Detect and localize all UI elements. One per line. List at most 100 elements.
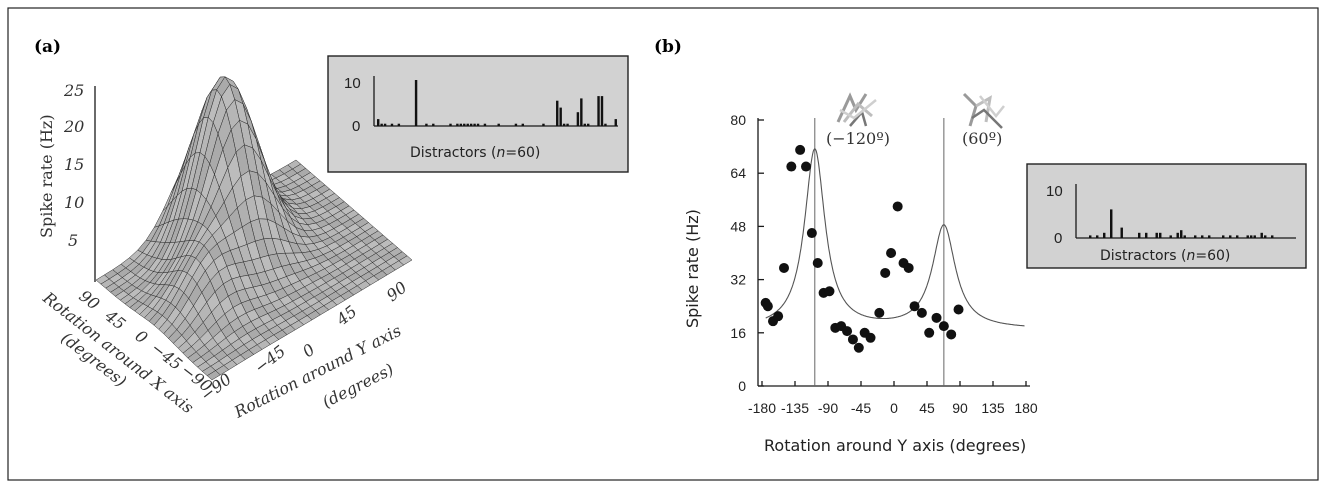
- panel-a-label: (a): [34, 37, 61, 57]
- b-y-tick-label: 64: [730, 165, 746, 181]
- inset-b-tick-label: 10: [1046, 183, 1063, 200]
- inset-a-label-prefix: Distractors (: [410, 145, 497, 161]
- inset-b-bar: [1103, 232, 1106, 238]
- inset-b-bar: [1138, 232, 1141, 238]
- b-data-point: [795, 144, 806, 155]
- inset-distractors-a: 10 0 Distractors (n=60): [327, 55, 629, 173]
- inset-a-label-suffix: =60): [505, 145, 540, 161]
- inset-a-bar: [476, 123, 480, 126]
- b-y-tick-label: 80: [730, 112, 746, 128]
- b-x-tick-label: -90: [818, 400, 838, 416]
- b-data-point: [938, 321, 949, 332]
- inset-b-bar: [1271, 235, 1274, 238]
- inset-a-bar: [600, 96, 604, 126]
- inset-a-bar: [383, 123, 387, 126]
- inset-a-bar: [576, 112, 580, 126]
- b-data-point: [847, 334, 858, 345]
- inset-a-bar: [377, 119, 380, 126]
- inset-a-tick-label: 0: [352, 118, 360, 135]
- b-x-ticks: -180 -135 -90 -45 0 45 90 135 180: [748, 381, 1038, 416]
- z-tick-label: 25: [63, 81, 84, 100]
- inset-b-bar: [1180, 230, 1183, 238]
- inset-a-bar: [587, 123, 590, 126]
- inset-b-bar: [1264, 235, 1267, 238]
- b-y-tick-label: 16: [730, 325, 746, 341]
- inset-a-bar: [583, 123, 586, 126]
- inset-b-bar: [1183, 235, 1186, 238]
- inset-a-bar: [380, 123, 383, 126]
- inset-b-bar: [1250, 235, 1253, 238]
- b-y-tick-label: 48: [730, 218, 746, 234]
- inset-a-bar: [597, 96, 600, 126]
- inset-a-bar: [459, 123, 463, 126]
- stimulus-view-icon-left: [836, 92, 877, 127]
- b-x-tick-label: 135: [981, 400, 1005, 416]
- inset-b-bar: [1208, 235, 1211, 238]
- inset-a-bar: [566, 123, 569, 126]
- view-label-left: (−120º): [826, 129, 890, 148]
- inset-distractors-b: 10 0 Distractors (n=60): [1026, 163, 1307, 269]
- b-x-axis-label: Rotation around Y axis (degrees): [764, 436, 1026, 455]
- b-reference-lines: [814, 118, 945, 386]
- inset-a-bar: [556, 100, 559, 126]
- b-data-point: [842, 326, 853, 337]
- b-data-point: [801, 161, 811, 172]
- inset-b-bars: [1089, 209, 1274, 238]
- b-y-tick-label: 0: [738, 378, 746, 394]
- b-data-point: [909, 301, 920, 312]
- inset-b-background: [1026, 163, 1307, 269]
- b-x-tick-label: 0: [890, 400, 898, 416]
- inset-b-bar: [1176, 232, 1179, 238]
- inset-a-label: Distractors (n=60): [410, 145, 540, 161]
- b-y-ticks: 0 16 32 48 64 80: [730, 112, 764, 394]
- z-axis-label: Spike rate (Hz): [37, 114, 56, 238]
- inset-a-bar: [483, 123, 487, 126]
- inset-a-bar: [514, 123, 518, 126]
- b-data-point: [880, 267, 891, 278]
- b-data-point: [853, 342, 864, 353]
- inset-a-tick-label: 10: [344, 75, 361, 92]
- b-x-tick-label: 180: [1014, 400, 1038, 416]
- b-data-point: [762, 301, 773, 312]
- b-data-point: [874, 307, 885, 318]
- inset-b-bar: [1194, 235, 1197, 238]
- b-data-point: [953, 304, 964, 315]
- b-x-tick-label: 90: [952, 400, 968, 416]
- inset-b-label: Distractors (n=60): [1100, 248, 1230, 264]
- inset-a-bar: [473, 123, 476, 126]
- view-label-right: (60º): [962, 129, 1002, 148]
- inset-b-label-suffix: =60): [1195, 248, 1230, 264]
- inset-a-bar: [463, 123, 466, 126]
- inset-b-bar: [1159, 232, 1162, 238]
- inset-b-bar: [1260, 232, 1263, 238]
- b-data-point: [892, 201, 903, 212]
- z-tick-label: 20: [63, 117, 84, 136]
- inset-b-bar: [1253, 235, 1256, 238]
- z-tick-label: 5: [68, 231, 78, 250]
- surface-patch: [206, 370, 221, 381]
- inset-a-bar: [397, 123, 401, 126]
- inset-a-label-n: n: [497, 145, 506, 161]
- b-y-tick-label: 32: [730, 272, 746, 288]
- inset-a-bar: [521, 123, 525, 126]
- b-data-point: [886, 248, 897, 258]
- inset-a-bar: [562, 123, 566, 126]
- inset-a-bar: [466, 123, 469, 126]
- b-data-point: [903, 262, 914, 273]
- inset-b-bar: [1201, 235, 1204, 238]
- inset-a-bar: [390, 123, 394, 126]
- panel-a: (a) 25 20 15 10 5 Spike rate (Hz) 90 45 …: [34, 37, 629, 422]
- inset-a-bar: [425, 123, 428, 126]
- b-x-tick-label: -135: [781, 400, 809, 416]
- b-y-axis-label: Spike rate (Hz): [683, 209, 702, 328]
- b-data-points: [760, 144, 964, 353]
- inset-b-bar: [1145, 232, 1148, 238]
- inset-a-bar: [432, 123, 435, 126]
- inset-b-bar: [1155, 232, 1158, 238]
- b-x-tick-label: -45: [851, 400, 871, 416]
- inset-b-bar: [1110, 209, 1113, 238]
- inset-a-bar: [456, 123, 459, 126]
- surface-plot: [95, 76, 413, 381]
- z-tick-label: 15: [64, 155, 84, 174]
